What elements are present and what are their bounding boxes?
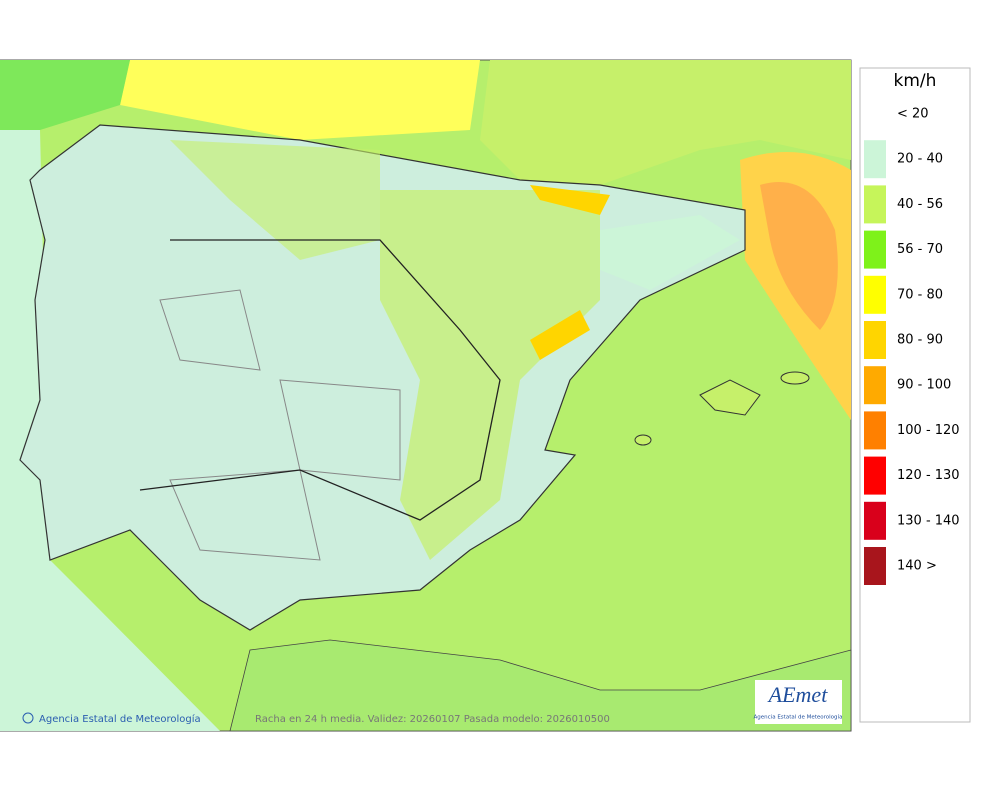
legend-swatch: [864, 321, 886, 359]
legend-label: < 20: [897, 107, 929, 122]
logo: AEmet: [767, 682, 829, 707]
logo-box: [755, 680, 842, 724]
gust-zone: [120, 60, 480, 140]
legend-swatch: [864, 456, 886, 495]
gust-zone: [0, 60, 130, 130]
legend-swatch: [864, 140, 886, 179]
legend-swatch: [864, 95, 886, 133]
gust-zone: [170, 140, 380, 260]
legend-label: 70 - 80: [897, 287, 943, 302]
legend-swatch: [864, 501, 886, 540]
legend-label: 130 - 140: [897, 513, 960, 528]
island: [699, 379, 761, 416]
legend-swatch: [864, 547, 886, 585]
legend-title: km/h: [894, 71, 937, 91]
legend-label: 90 - 100: [897, 378, 951, 393]
region-border: [139, 239, 501, 521]
legend-swatch: [864, 366, 886, 405]
legend-label: 20 - 40: [897, 152, 943, 167]
legend-label: 56 - 70: [897, 242, 943, 257]
legend-swatch: [864, 230, 886, 269]
island: [634, 434, 652, 446]
legend-swatch: [864, 185, 886, 224]
gust-zone: [760, 182, 838, 330]
legend-label: 80 - 90: [897, 333, 943, 348]
logo-subtitle: Agencia Estatal de Meteorología: [754, 714, 843, 721]
gust-zone: [530, 310, 590, 360]
legend-label: 140 >: [897, 559, 937, 574]
gust-zone: [0, 130, 220, 731]
legend-label: 100 - 120: [897, 423, 960, 438]
map: Agencia Estatal de Meteorología Racha en…: [0, 59, 852, 732]
gust-zone: [380, 190, 600, 560]
land-africa: [229, 639, 852, 732]
gust-zone: [600, 215, 740, 290]
caption: Racha en 24 h media. Validez: 20260107 P…: [255, 714, 610, 725]
legend: < 20 20 - 40 40 - 56 56 - 70 70 - 80 80 - 90 9…: [864, 95, 960, 585]
land-france: [480, 60, 851, 185]
legend-swatch: [864, 411, 886, 450]
province-border: [159, 289, 401, 561]
gust-zone: [530, 185, 610, 215]
copyright-icon: [22, 712, 34, 724]
legend-label: 120 - 130: [897, 468, 960, 483]
legend-label: 40 - 56: [897, 197, 943, 212]
credit: Agencia Estatal de Meteorología: [39, 713, 201, 725]
island: [780, 371, 810, 385]
legend-swatch: [864, 275, 886, 314]
